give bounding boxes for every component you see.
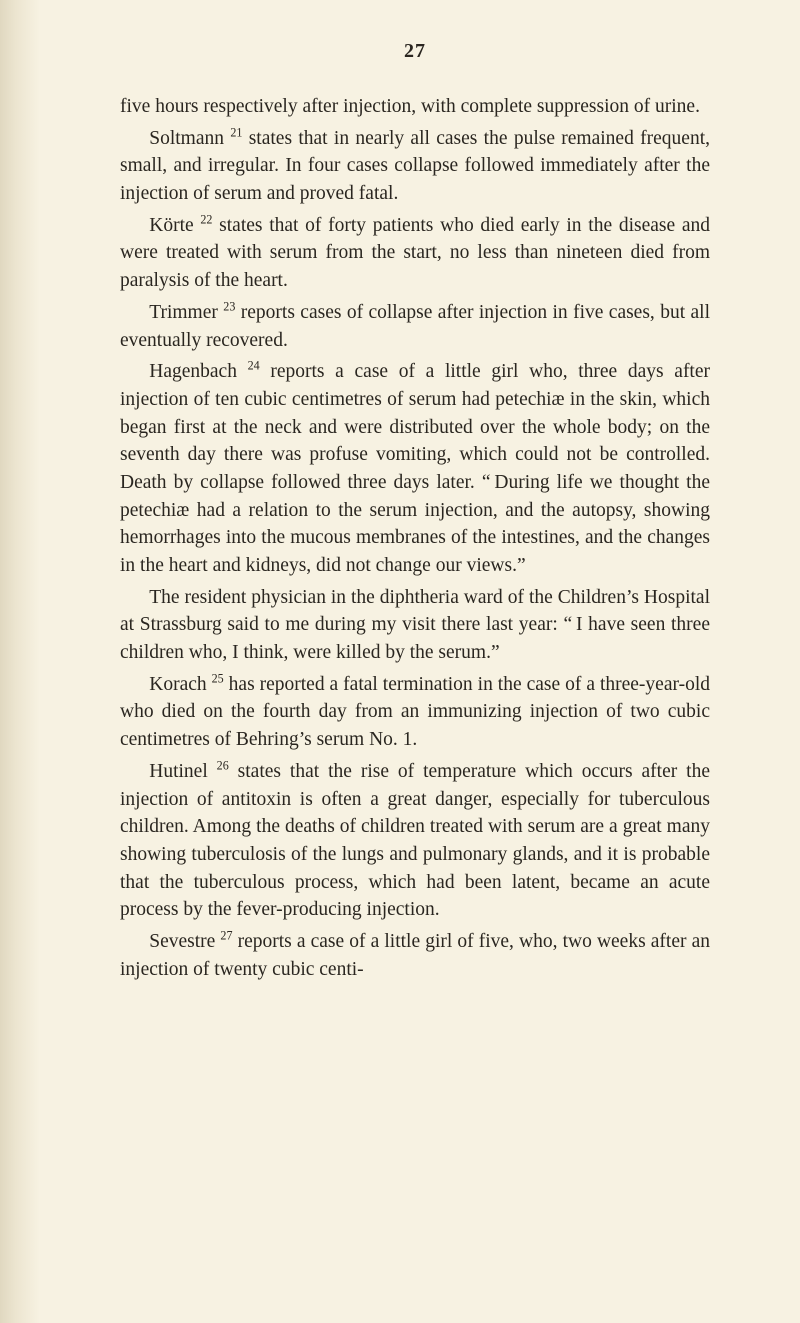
paragraph: Hutinel 26 states that the rise of tempe…	[120, 758, 710, 924]
paragraph: Körte 22 states that of forty patients w…	[120, 212, 710, 295]
paragraph: Hagenbach 24 reports a case of a little …	[120, 358, 710, 580]
paragraph: Sevestre 27 reports a case of a little g…	[120, 928, 710, 983]
document-page: 27 five hours respectively after injecti…	[0, 0, 800, 1323]
paragraph: The resident physician in the diphtheria…	[120, 584, 710, 667]
paragraph: five hours respectively after injection,…	[120, 93, 710, 121]
paragraph: Trimmer 23 reports cases of collapse aft…	[120, 299, 710, 354]
paragraph: Soltmann 21 states that in nearly all ca…	[120, 125, 710, 208]
page-number: 27	[120, 40, 710, 63]
body-text: five hours respectively after injection,…	[120, 93, 710, 983]
paragraph: Korach 25 has reported a fatal terminati…	[120, 671, 710, 754]
